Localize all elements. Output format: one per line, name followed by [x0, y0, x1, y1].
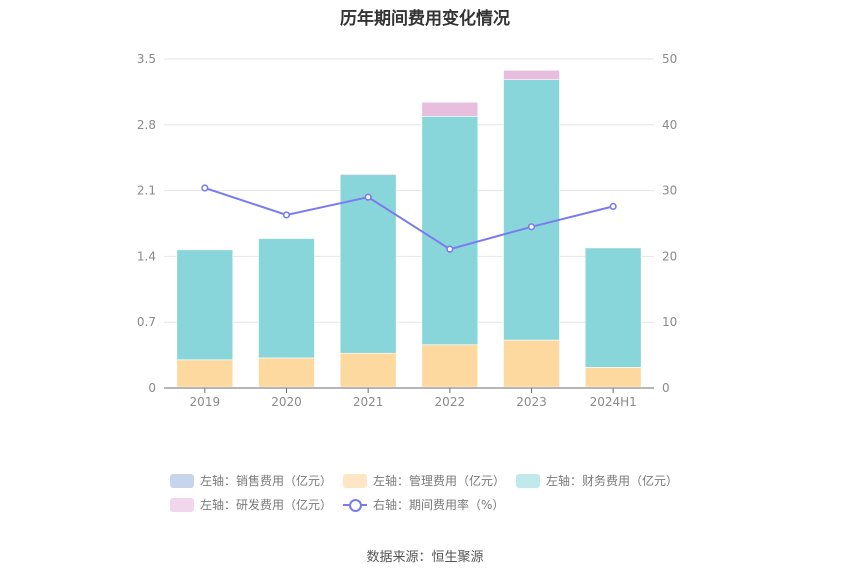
- right-axis-tick-label: 20: [662, 249, 677, 263]
- left-axis-tick-label: 0.7: [137, 315, 156, 329]
- legend-label-finance: 左轴：财务费用（亿元）: [546, 474, 679, 488]
- bar-segment: [421, 101, 479, 117]
- x-axis-tick-label: 2024H1: [590, 395, 637, 409]
- rate-point: [364, 193, 372, 201]
- bar-segment: [421, 344, 479, 388]
- bar-segment: [339, 173, 397, 175]
- legend-swatch-admin: [343, 473, 367, 488]
- right-axis-tick-label: 30: [662, 184, 677, 198]
- x-axis-tick-label: 2021: [353, 395, 384, 409]
- rate-point: [201, 184, 209, 192]
- rate-point: [282, 211, 291, 219]
- bar-segment: [258, 238, 315, 359]
- left-axis-tick-label: 2.1: [137, 184, 156, 198]
- chart-canvas: 0 0.7 1.4 2.1 2.8 3.5 0 10 20 30 40 50 2019 2020 2021 2…: [137, 52, 677, 409]
- bar-segment: [503, 339, 560, 388]
- legend-item-finance[interactable]: 左轴：财务费用（亿元）: [516, 472, 678, 489]
- left-axis-tick-label: 0: [148, 381, 156, 395]
- bar-segment: [584, 247, 642, 368]
- rate-point: [527, 223, 536, 231]
- legend-swatch-rd: [170, 497, 194, 512]
- legend-item-sales[interactable]: 左轴：销售费用（亿元）: [170, 472, 332, 489]
- left-axis-tick-label: 1.4: [137, 249, 156, 263]
- right-axis-tick-label: 40: [662, 118, 677, 132]
- bar-segment: [503, 69, 560, 80]
- bar-segment: [421, 116, 479, 346]
- bar-segment: [176, 249, 234, 361]
- x-axis-tick-label: 2023: [516, 395, 547, 409]
- bar-segment: [258, 357, 315, 388]
- bar-segment: [503, 79, 560, 341]
- bar-segment: [339, 352, 397, 388]
- rate-point: [446, 245, 454, 253]
- legend-item-rate[interactable]: 右轴：期间费用率（%）: [343, 496, 504, 513]
- bar-segment: [584, 367, 642, 388]
- chart-title: 历年期间费用变化情况: [340, 9, 510, 29]
- data-source: 数据来源：恒生聚源: [366, 550, 484, 565]
- bar-segment: [176, 359, 234, 388]
- rate-point: [609, 202, 617, 210]
- legend-label-rate: 右轴：期间费用率（%）: [373, 498, 505, 512]
- legend-item-admin[interactable]: 左轴：管理费用（亿元）: [343, 472, 505, 489]
- legend-label-sales: 左轴：销售费用（亿元）: [200, 474, 333, 488]
- legend-label-admin: 左轴：管理费用（亿元）: [373, 474, 506, 488]
- legend-line-marker-icon: [343, 498, 367, 512]
- right-axis-tick-label: 10: [662, 315, 677, 329]
- legend-label-rd: 左轴：研发费用（亿元）: [200, 498, 333, 512]
- legend-swatch-finance: [516, 473, 540, 488]
- left-axis-tick-label: 3.5: [137, 52, 156, 66]
- legend-item-rd[interactable]: 左轴：研发费用（亿元）: [170, 496, 332, 513]
- left-axis-tick-label: 2.8: [137, 118, 156, 132]
- legend-swatch-sales: [170, 473, 194, 488]
- x-axis-tick-label: 2020: [271, 395, 302, 409]
- right-axis-tick-label: 50: [662, 52, 677, 66]
- rate-line: [204, 187, 614, 251]
- x-axis-tick-label: 2019: [190, 395, 221, 409]
- x-axis-tick-label: 2022: [435, 395, 466, 409]
- right-axis-tick-label: 0: [662, 381, 670, 395]
